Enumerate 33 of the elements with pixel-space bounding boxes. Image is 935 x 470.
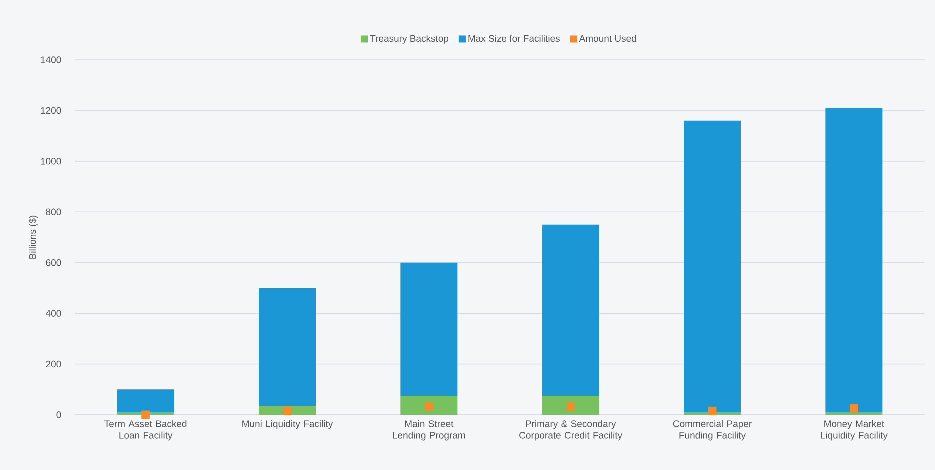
y-tick-label: 400 (46, 310, 62, 317)
y-tick-label: 1200 (41, 107, 62, 114)
bar (259, 288, 316, 406)
y-tick-label: 1400 (41, 56, 62, 64)
bar (826, 412, 883, 415)
legend-label: Treasury Backstop (370, 35, 449, 44)
bar (542, 224, 600, 396)
y-tick-label: 800 (46, 208, 62, 216)
y-axis-title: Billions ($) (28, 216, 38, 259)
legend-label: Amount Used (579, 35, 636, 42)
y-tick-label: 1000 (41, 158, 62, 165)
x-tick-label: Commercial Paper Funding Facility (673, 420, 752, 441)
x-tick-label: Main Street Lending Program (393, 420, 466, 441)
y-tick-label: 600 (46, 259, 62, 266)
y-tick-label: 200 (46, 360, 62, 368)
bar (400, 396, 458, 415)
bar (542, 396, 600, 415)
bar (826, 108, 883, 412)
point (424, 402, 434, 411)
bar (684, 120, 742, 412)
y-tick-label: 0 (56, 412, 62, 418)
point (850, 404, 858, 413)
point (566, 402, 576, 411)
x-tick-label: Primary & Secondary Corporate Credit Facility (520, 420, 623, 441)
bar (117, 390, 174, 412)
bar (400, 262, 458, 396)
legend-label: Max Size for Facilities (468, 35, 560, 42)
point (708, 406, 717, 416)
point (142, 410, 150, 420)
x-tick-label: Money Market Liquidity Facility (821, 420, 888, 441)
point (283, 406, 292, 416)
x-tick-label: Term Asset Backed Loan Facility (104, 420, 187, 441)
x-tick-label: Muni Liquidity Facility (242, 420, 334, 430)
